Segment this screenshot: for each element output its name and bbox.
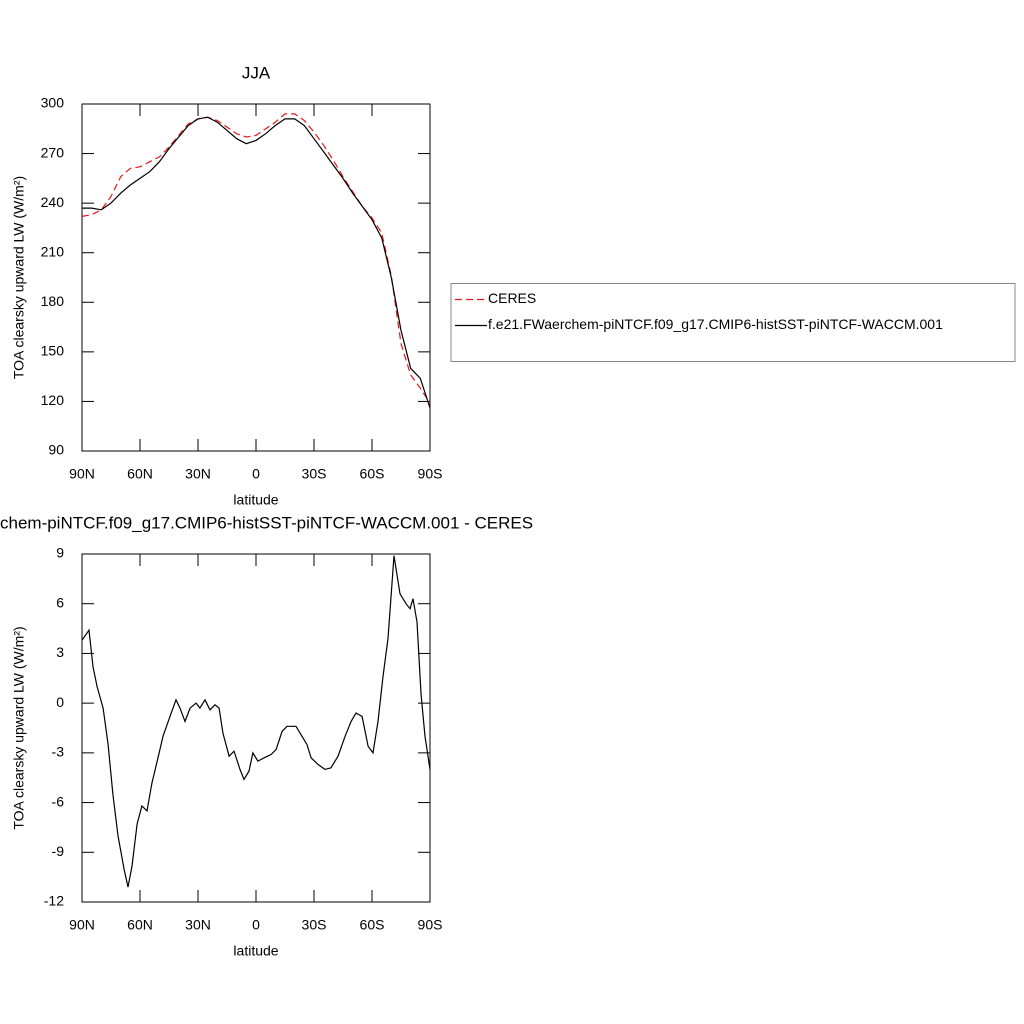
x-tick-label: 30N (185, 466, 211, 482)
x-tick-label: 30S (302, 917, 327, 933)
legend-box (450, 283, 1016, 362)
chart-title: JJA (242, 63, 271, 82)
x-tick-label: 0 (252, 917, 260, 933)
x-tick-label: 60S (360, 466, 385, 482)
x-tick-label: 90N (69, 917, 95, 933)
x-tick-label: 30N (185, 917, 211, 933)
y-tick-label: -6 (52, 793, 65, 809)
y-tick-label: 270 (41, 144, 65, 160)
x-axis-label: latitude (233, 943, 278, 959)
series-line (81, 113, 431, 404)
y-tick-label: 9 (56, 545, 64, 561)
series-line (82, 116, 431, 409)
x-tick-label: 90N (69, 466, 95, 482)
x-tick-label: 90S (418, 917, 443, 933)
x-tick-label: 60N (127, 466, 153, 482)
y-tick-label: 150 (41, 343, 65, 359)
x-axis-label: latitude (233, 492, 278, 508)
y-tick-label: 90 (48, 442, 64, 458)
y-axis-label: TOA clearsky upward LW (W/m²) (11, 176, 27, 379)
y-tick-label: -12 (44, 893, 64, 909)
y-tick-label: 240 (41, 194, 65, 210)
y-tick-label: 0 (56, 694, 64, 710)
legend-label: f.e21.FWaerchem-piNTCF.f09_g17.CMIP6-his… (488, 316, 943, 332)
plot-frame (81, 103, 431, 452)
y-tick-label: 210 (41, 243, 65, 259)
legend-label: CERES (488, 290, 536, 306)
series-line (81, 555, 431, 888)
x-tick-label: 60S (360, 917, 385, 933)
x-tick-label: 0 (252, 466, 260, 482)
x-tick-label: 60N (127, 917, 153, 933)
y-tick-label: 300 (41, 95, 65, 111)
y-tick-label: 120 (41, 392, 65, 408)
y-tick-label: -9 (52, 843, 65, 859)
y-tick-label: 6 (56, 594, 64, 610)
x-tick-label: 90S (418, 466, 443, 482)
y-tick-label: 180 (41, 293, 65, 309)
x-tick-label: 30S (302, 466, 327, 482)
y-axis-label: TOA clearsky upward LW (W/m²) (11, 626, 27, 829)
y-tick-label: -3 (52, 744, 65, 760)
y-tick-label: 3 (56, 644, 64, 660)
chart-title: chem-piNTCF.f09_g17.CMIP6-histSST-piNTCF… (0, 513, 533, 532)
